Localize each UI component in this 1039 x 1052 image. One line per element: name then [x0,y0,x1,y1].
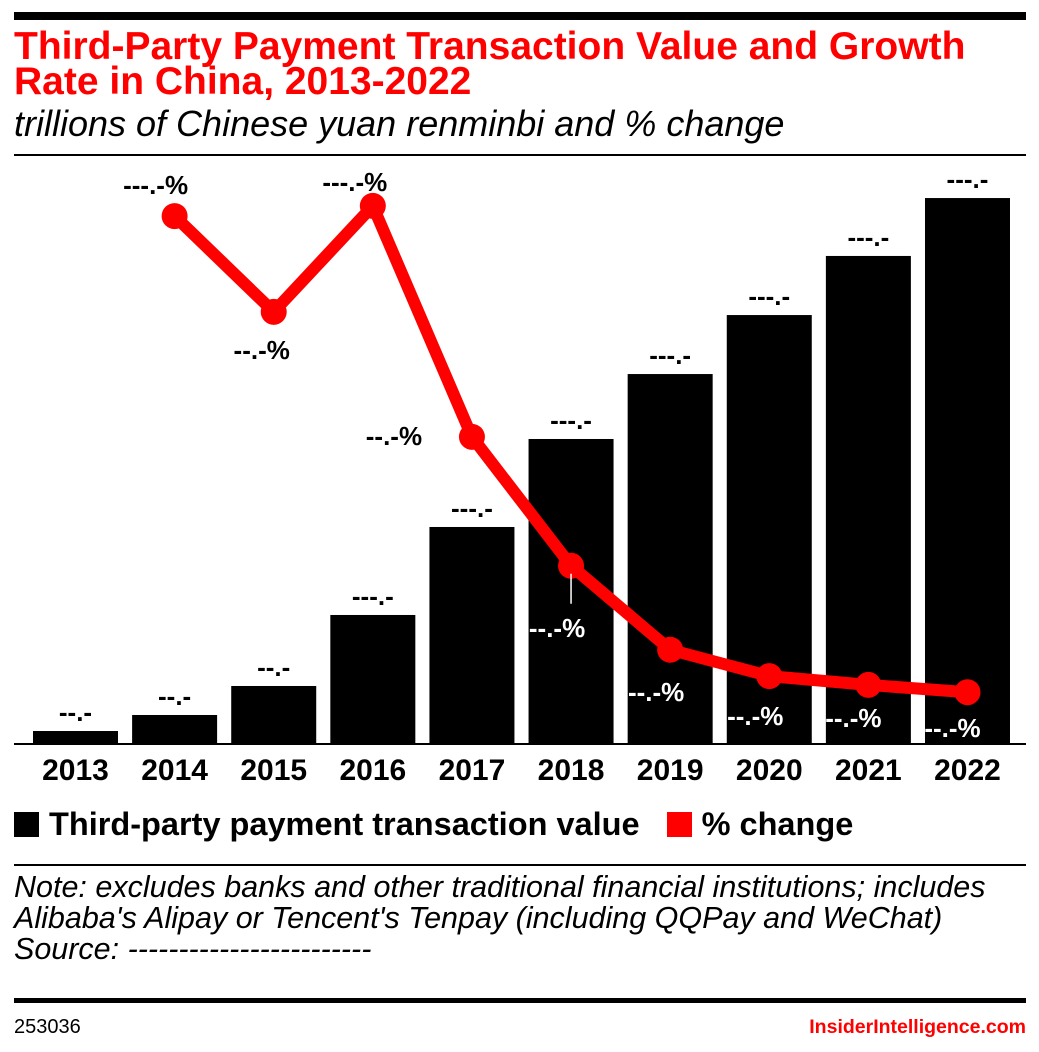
percent-label-2021: --.-% [825,703,881,733]
percent-label-2016: ---.-% [322,167,387,197]
legend-label-transaction-value: Third-party payment transaction value [49,806,640,842]
bar-value-label-2013: --.- [59,697,92,727]
line-point-2015 [260,298,287,325]
x-tick-label-2013: 2013 [42,754,109,787]
bar-value-label-2022: ---.- [947,164,989,194]
x-tick-label-2020: 2020 [736,754,803,787]
source-text: Source: ------------------------ [14,932,372,966]
bar-2021 [825,255,911,744]
bar-value-label-2017: ---.- [451,493,493,523]
line-point-2020 [756,663,783,690]
combo-chart: --.- --.- --.- ---.- ---.- ---.- ---.- ---.- ---… [14,164,1026,787]
chart-subtitle: trillions of Chinese yuan renminbi and %… [14,103,785,144]
line-point-2022 [954,679,981,706]
bar-2015 [231,685,317,744]
percent-label-2014: ---.-% [123,170,188,200]
chart-title: Third-Party Payment Transaction Value an… [14,25,966,103]
bar-2016 [330,614,416,744]
line-point-2016 [359,192,386,219]
bar-2022 [924,198,1010,744]
bar-2014 [132,714,218,744]
bar-2017 [429,526,515,744]
legend-item-percent-change: % change [666,806,854,842]
x-tick-label-2016: 2016 [339,754,406,787]
footnotes: Note: excludes banks and other tradition… [14,872,1026,965]
legend-rule [14,864,1026,866]
legend-label-percent-change: % change [701,806,854,842]
bar-value-label-2019: ---.- [649,340,691,370]
bar-2019 [627,374,713,744]
line-point-2021 [855,671,882,698]
bar-value-label-2016: ---.- [352,581,394,611]
percent-label-2019: --.-% [628,677,684,707]
percent-label-2020: --.-% [727,701,783,731]
legend-swatch-transaction-value [14,811,39,837]
x-tick-label-2015: 2015 [240,754,307,787]
bar-value-label-2014: --.- [158,681,191,711]
bottom-rule [14,998,1026,1003]
bar-series: --.- --.- --.- ---.- ---.- ---.- ---.- ---.- ---… [33,164,1010,744]
subtitle-rule [14,154,1026,156]
legend: Third-party payment transaction value % … [14,806,880,842]
percent-label-2017: --.-% [366,421,422,451]
bar-value-label-2018: ---.- [550,405,592,435]
bar-2013 [33,731,118,744]
percent-change-points [161,192,981,706]
line-point-2018 [558,552,585,579]
x-tick-label-2017: 2017 [439,754,506,787]
legend-swatch-percent-change [666,811,692,837]
x-tick-label-2018: 2018 [538,754,605,787]
percent-label-2015: --.-% [234,335,290,365]
brand-link[interactable]: InsiderIntelligence.com [809,1016,1026,1038]
x-tick-label-2022: 2022 [934,754,1001,787]
top-rule [14,12,1026,20]
bar-value-label-2021: ---.- [847,222,889,252]
line-point-2019 [657,636,684,663]
percent-label-2022: --.-% [924,713,980,743]
x-tick-label-2019: 2019 [637,754,704,787]
chart-id: 253036 [14,1016,81,1038]
bar-value-label-2020: ---.- [748,281,790,311]
line-point-2017 [458,423,485,450]
x-tick-label-2021: 2021 [835,754,902,787]
legend-item-transaction-value: Third-party payment transaction value [14,808,640,840]
x-tick-label-2014: 2014 [141,754,208,787]
note-text: Note: excludes banks and other tradition… [14,870,986,935]
line-point-2014 [161,203,188,230]
bar-value-label-2015: --.- [257,652,290,682]
percent-label-2018: --.-% [529,613,585,643]
